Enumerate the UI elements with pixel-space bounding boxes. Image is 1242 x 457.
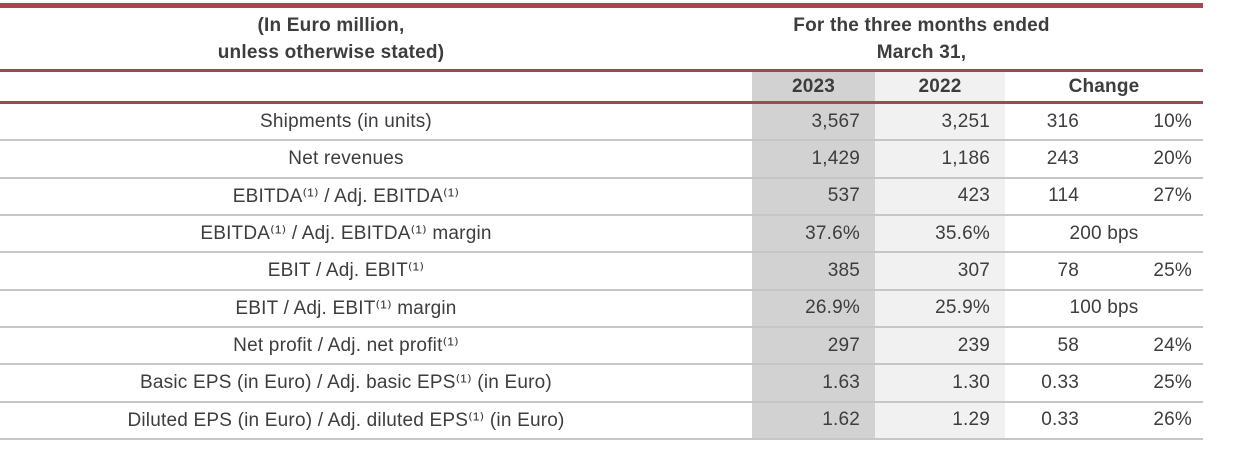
value-2023: 37.6% [752, 215, 875, 252]
units-note: (In Euro million, unless otherwise state… [0, 12, 752, 66]
column-header-row: 2023 2022 Change [0, 72, 1203, 101]
change-value: 58 [1057, 334, 1079, 356]
row-label: Shipments (in units) [260, 110, 432, 132]
row-label: EBIT / Adj. EBIT⁽¹⁾ margin [235, 297, 457, 319]
change-value: 316 [1046, 110, 1079, 132]
row-label: Diluted EPS (in Euro) / Adj. diluted EPS… [127, 409, 565, 431]
change-percent: 25% [1153, 371, 1192, 393]
row-label: EBITDA⁽¹⁾ / Adj. EBITDA⁽¹⁾ [232, 185, 460, 207]
change-percent: 26% [1153, 409, 1192, 431]
change-percent: 27% [1153, 185, 1192, 207]
value-2023: 3,567 [752, 104, 875, 140]
value-2023: 385 [752, 253, 875, 289]
value-2023: 1,429 [752, 141, 875, 177]
value-2022: 1.29 [875, 402, 1005, 438]
label-column-header [0, 72, 752, 101]
table-row: EBITDA⁽¹⁾ / Adj. EBITDA⁽¹⁾ margin 37.6% … [0, 215, 1203, 254]
column-header-change: Change [1068, 75, 1140, 97]
change-value: 114 [1048, 185, 1079, 207]
column-header-2023: 2023 [752, 72, 875, 101]
lower-red-rule [0, 101, 1203, 104]
table-row: Diluted EPS (in Euro) / Adj. diluted EPS… [0, 402, 1203, 440]
table-row: Shipments (in units) 3,567 3,251 316 10% [0, 104, 1203, 142]
table-row: Net profit / Adj. net profit⁽¹⁾ 297 239 … [0, 327, 1203, 366]
change-percent: 20% [1153, 147, 1192, 169]
units-note-line2: unless otherwise stated) [217, 41, 445, 63]
value-2023: 297 [752, 327, 875, 364]
value-2022: 1,186 [875, 141, 1005, 177]
table-row: EBIT / Adj. EBIT⁽¹⁾ 385 307 78 25% [0, 253, 1203, 291]
change-value: 200 bps [1069, 222, 1139, 244]
financial-results-table: (In Euro million, unless otherwise state… [0, 3, 1203, 440]
value-2023: 1.62 [752, 402, 875, 438]
change-value: 0.33 [1041, 409, 1079, 431]
row-label: Net profit / Adj. net profit⁽¹⁾ [233, 335, 459, 357]
row-label: EBIT / Adj. EBIT⁽¹⁾ [267, 260, 425, 282]
row-label: EBITDA⁽¹⁾ / Adj. EBITDA⁽¹⁾ margin [200, 223, 492, 245]
top-red-rule [0, 3, 1203, 8]
change-percent: 10% [1153, 110, 1192, 132]
value-2022: 307 [875, 253, 1005, 289]
table-row: EBITDA⁽¹⁾ / Adj. EBITDA⁽¹⁾ 537 423 114 2… [0, 178, 1203, 216]
value-2022: 239 [875, 327, 1005, 364]
value-2023: 537 [752, 178, 875, 214]
table-row: Net revenues 1,429 1,186 243 20% [0, 141, 1203, 179]
row-label: Net revenues [288, 147, 404, 169]
value-2022: 1.30 [875, 365, 1005, 401]
change-percent: 25% [1153, 259, 1192, 281]
value-2022: 423 [875, 178, 1005, 214]
change-value: 100 bps [1069, 297, 1139, 319]
column-header-2022: 2022 [875, 72, 1005, 101]
value-2022: 25.9% [875, 290, 1005, 326]
value-2022: 3,251 [875, 104, 1005, 140]
table-header: (In Euro million, unless otherwise state… [0, 8, 1203, 69]
change-value: 0.33 [1041, 371, 1079, 393]
change-value: 243 [1046, 147, 1079, 169]
change-value: 78 [1057, 259, 1079, 281]
change-percent: 24% [1153, 334, 1192, 356]
value-2023: 1.63 [752, 365, 875, 401]
period-heading-line1: For the three months ended [793, 14, 1050, 36]
table-row: EBIT / Adj. EBIT⁽¹⁾ margin 26.9% 25.9% 1… [0, 290, 1203, 328]
row-label: Basic EPS (in Euro) / Adj. basic EPS⁽¹⁾ … [140, 372, 552, 394]
table-row: Basic EPS (in Euro) / Adj. basic EPS⁽¹⁾ … [0, 365, 1203, 403]
table-rows: Shipments (in units) 3,567 3,251 316 10%… [0, 104, 1203, 440]
period-heading: For the three months ended March 31, [752, 12, 1203, 66]
units-note-line1: (In Euro million, [257, 14, 405, 36]
mid-red-rule [0, 69, 1203, 72]
value-2022: 35.6% [875, 215, 1005, 252]
value-2023: 26.9% [752, 290, 875, 326]
period-heading-line2: March 31, [876, 41, 967, 63]
